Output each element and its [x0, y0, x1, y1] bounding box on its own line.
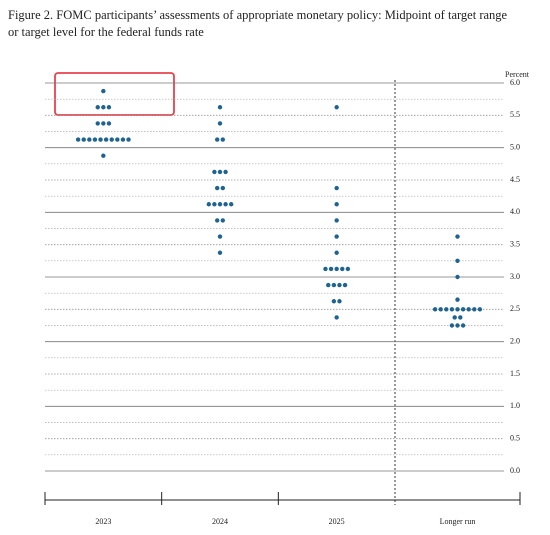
dot [466, 307, 471, 312]
dot [458, 315, 463, 320]
y-tick-label: 4.0 [510, 207, 520, 216]
dot [455, 307, 460, 312]
dot [217, 105, 223, 110]
dot [223, 202, 228, 207]
dot [455, 234, 460, 239]
x-tick-label: 2025 [329, 517, 345, 526]
dot [455, 323, 460, 328]
dot [337, 299, 342, 304]
dot [342, 282, 348, 288]
y-tick-label: 3.0 [510, 272, 520, 281]
x-tick-label: 2023 [95, 517, 111, 526]
dot [101, 105, 106, 110]
dot [452, 315, 457, 320]
y-tick-label: 4.5 [510, 175, 520, 184]
dot [109, 137, 114, 142]
dot [460, 323, 466, 328]
dot [323, 266, 328, 272]
dot [115, 137, 120, 142]
dot [345, 266, 351, 272]
chart-subtitle: or target level for the federal funds ra… [8, 25, 204, 39]
chart-title: Figure 2. FOMC participants’ assessments… [8, 8, 508, 22]
dot [334, 218, 339, 223]
dot [95, 105, 100, 110]
dot [334, 315, 339, 320]
dot [460, 307, 466, 312]
dot [106, 105, 112, 110]
dot [449, 307, 455, 312]
highlight-box [54, 72, 175, 116]
y-tick-label: 0.0 [510, 466, 520, 475]
dot [101, 153, 106, 158]
y-tick-label: 0.5 [510, 433, 520, 442]
dot [337, 282, 342, 288]
dot [477, 307, 483, 312]
dot [220, 185, 225, 191]
y-tick-label: 3.5 [510, 239, 520, 248]
dot [455, 258, 460, 264]
y-axis-label: Percent [505, 70, 530, 79]
y-tick-label: 2.0 [510, 336, 520, 345]
dot [455, 297, 460, 302]
dot [472, 307, 477, 312]
dot [95, 121, 100, 126]
dot [449, 323, 455, 328]
dot [106, 121, 112, 126]
dot [334, 250, 339, 255]
dot [334, 202, 339, 207]
dot [101, 88, 106, 94]
dot [215, 185, 220, 191]
dot [217, 121, 223, 126]
dot [229, 202, 234, 207]
y-tick-label: 5.5 [510, 110, 520, 119]
dot [101, 121, 106, 126]
dot [92, 137, 98, 142]
dot [326, 282, 331, 288]
dot [438, 307, 443, 312]
dot [212, 169, 217, 175]
dot [334, 266, 339, 272]
y-tick-label: 6.0 [510, 78, 520, 87]
dot [331, 282, 337, 288]
dot [334, 234, 339, 239]
dot [81, 137, 86, 142]
dot [220, 218, 225, 223]
dot [217, 250, 223, 255]
y-tick-label: 1.5 [510, 369, 520, 378]
dot [328, 266, 334, 272]
x-tick-label: 2024 [212, 517, 228, 526]
dot [126, 137, 131, 142]
dot [215, 137, 220, 142]
dot [432, 307, 438, 312]
y-tick-label: 2.5 [510, 304, 520, 313]
dot [87, 137, 92, 142]
dot [217, 234, 223, 239]
dot [206, 202, 211, 207]
dot [334, 185, 339, 191]
dot [75, 137, 81, 142]
dot [220, 137, 225, 142]
dot [334, 105, 339, 110]
dot [455, 274, 460, 280]
dot [340, 266, 345, 272]
dot [223, 169, 228, 175]
dot [120, 137, 126, 142]
dot [217, 202, 223, 207]
dot [98, 137, 103, 142]
y-tick-label: 1.0 [510, 401, 520, 410]
dot [331, 299, 337, 304]
dot [215, 218, 220, 223]
dot [212, 202, 217, 207]
x-tick-label: Longer run [440, 517, 476, 526]
dot [444, 307, 449, 312]
y-tick-label: 5.0 [510, 142, 520, 151]
dot [217, 169, 223, 175]
dot [103, 137, 109, 142]
